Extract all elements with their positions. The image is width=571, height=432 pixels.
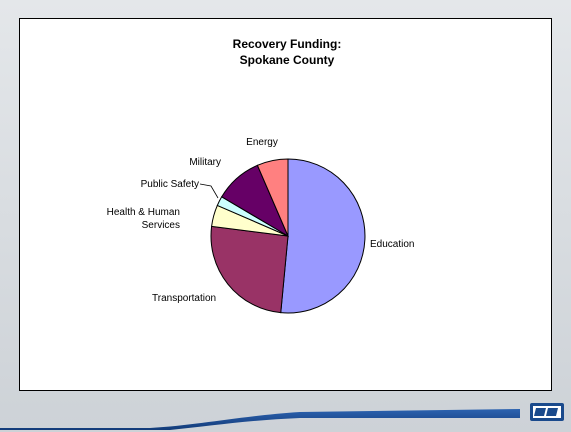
slice-label-health-human-services: Health & Human Services: [107, 207, 180, 231]
pie-slice-transportation: [210, 225, 289, 314]
leader-lines: [199, 183, 219, 199]
pie-slices: [210, 158, 366, 314]
pie-slice-education: [280, 158, 366, 314]
slice-labels: Education Transportation Health & Human Ser…: [107, 137, 415, 304]
agency-logo-icon: [530, 403, 564, 421]
slice-label-transportation: Transportation: [152, 293, 216, 304]
slice-label-energy: Energy: [246, 137, 278, 148]
slice-label-military: Military: [189, 157, 221, 168]
footer-bar: [0, 403, 564, 430]
slice-label-education: Education: [370, 239, 414, 250]
pie-slice-energy: [256, 158, 289, 237]
chart-title-line-2: Spokane County: [240, 53, 335, 67]
footer-swoosh: [0, 409, 520, 430]
chart-title-line-1: Recovery Funding:: [233, 37, 342, 51]
leader-line-public-safety: [199, 183, 219, 199]
slice-label-public-safety: Public Safety: [141, 179, 199, 190]
